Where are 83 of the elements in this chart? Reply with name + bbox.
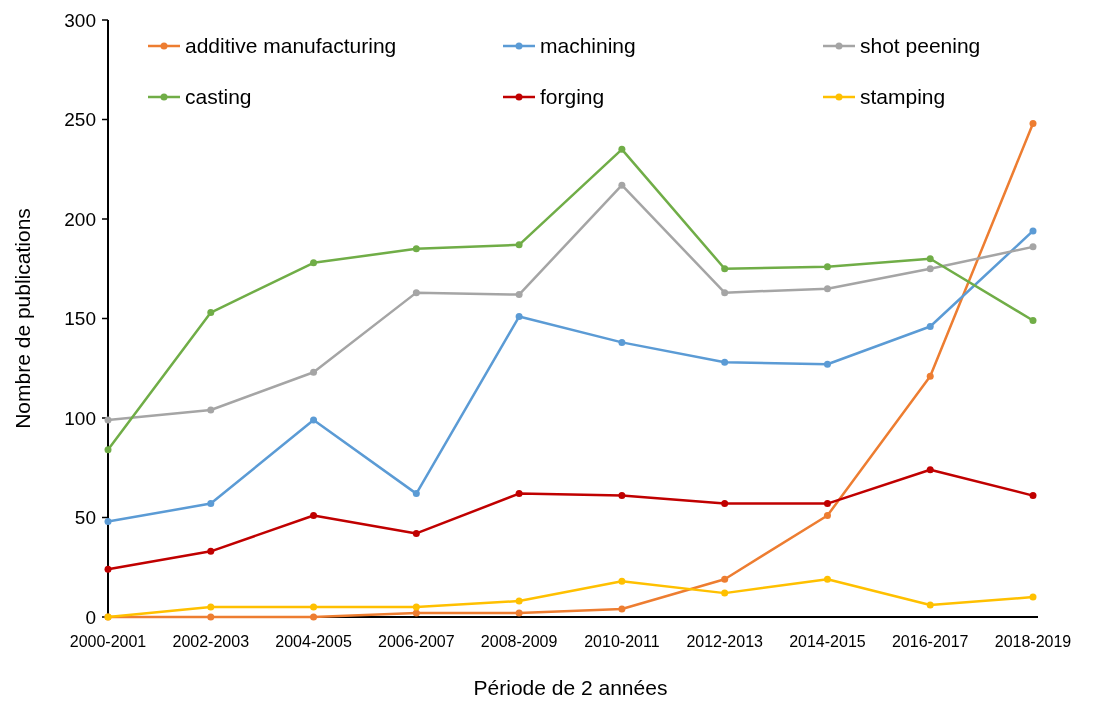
point [207,406,215,414]
x-tick-label: 2014-2015 [789,633,866,650]
point [721,265,729,273]
point [412,289,420,297]
legend-label: shot peening [860,34,981,58]
point [515,241,523,249]
point [823,575,831,583]
point [515,291,523,299]
point [310,368,318,376]
point [926,466,934,474]
legend-label: stamping [860,85,946,109]
point [926,255,934,263]
y-tick-label: 250 [64,109,96,131]
y-tick-label: 50 [74,507,96,529]
point [618,338,626,346]
point [823,285,831,293]
point [618,577,626,585]
point [1029,243,1037,251]
point [515,313,523,321]
point [207,603,215,611]
point [412,603,420,611]
point [412,609,420,617]
point [515,609,523,617]
point [721,358,729,366]
point [310,512,318,520]
point [926,265,934,273]
point [1029,119,1037,127]
point [515,597,523,605]
point [412,245,420,253]
y-tick-label: 300 [64,9,96,31]
x-tick-label: 2002-2003 [172,633,250,650]
point [1029,593,1037,601]
point [104,565,112,573]
point [1029,316,1037,324]
point [618,492,626,500]
point [618,181,626,189]
point [310,416,318,424]
point [618,605,626,613]
point [618,145,626,153]
x-tick-label: 2006-2007 [378,633,455,650]
point [207,500,215,508]
point [104,517,112,525]
x-tick-label: 2012-2013 [686,633,764,650]
point [310,603,318,611]
point [310,613,318,621]
point [926,322,934,330]
y-tick-label: 150 [64,308,96,330]
point [412,529,420,537]
point [721,575,729,583]
y-axis-title: Nombre de publications [11,208,34,429]
y-tick-label: 0 [85,606,96,628]
x-axis-title: Période de 2 années [473,676,668,699]
x-tick-label: 2000-2001 [69,633,147,650]
point [721,289,729,297]
legend-label: additive manufacturing [185,34,397,58]
x-tick-label: 2004-2005 [275,633,352,650]
x-tick-label: 2018-2019 [994,633,1072,650]
point [823,500,831,508]
point [823,512,831,520]
point [515,490,523,498]
y-tick-label: 200 [64,208,96,230]
point [207,309,215,317]
point [310,259,318,267]
point [207,613,215,621]
x-tick-label: 2010-2011 [584,633,660,650]
x-tick-label: 2016-2017 [891,633,969,650]
y-tick-label: 100 [64,407,96,429]
point [1029,227,1037,235]
point [412,490,420,498]
point [823,263,831,271]
point [721,500,729,508]
point [207,547,215,555]
point [104,416,112,424]
point [721,589,729,597]
point [926,372,934,380]
point [104,446,112,454]
point [823,360,831,368]
x-tick-label: 2008-2009 [480,633,558,650]
point [1029,492,1037,500]
legend-label: machining [540,34,636,58]
point [926,601,934,609]
legend-label: casting [185,85,252,109]
legend-label: forging [540,85,605,109]
